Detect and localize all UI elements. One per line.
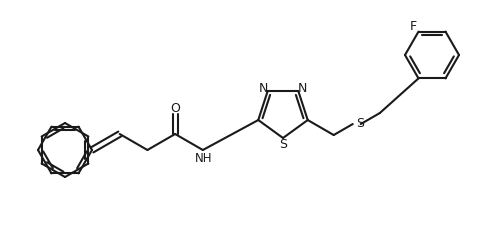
- Text: N: N: [297, 82, 307, 96]
- Text: O: O: [170, 101, 180, 114]
- Text: S: S: [356, 116, 364, 130]
- Text: F: F: [410, 20, 417, 33]
- Text: S: S: [279, 138, 287, 151]
- Text: NH: NH: [195, 151, 213, 165]
- Text: N: N: [259, 82, 269, 96]
